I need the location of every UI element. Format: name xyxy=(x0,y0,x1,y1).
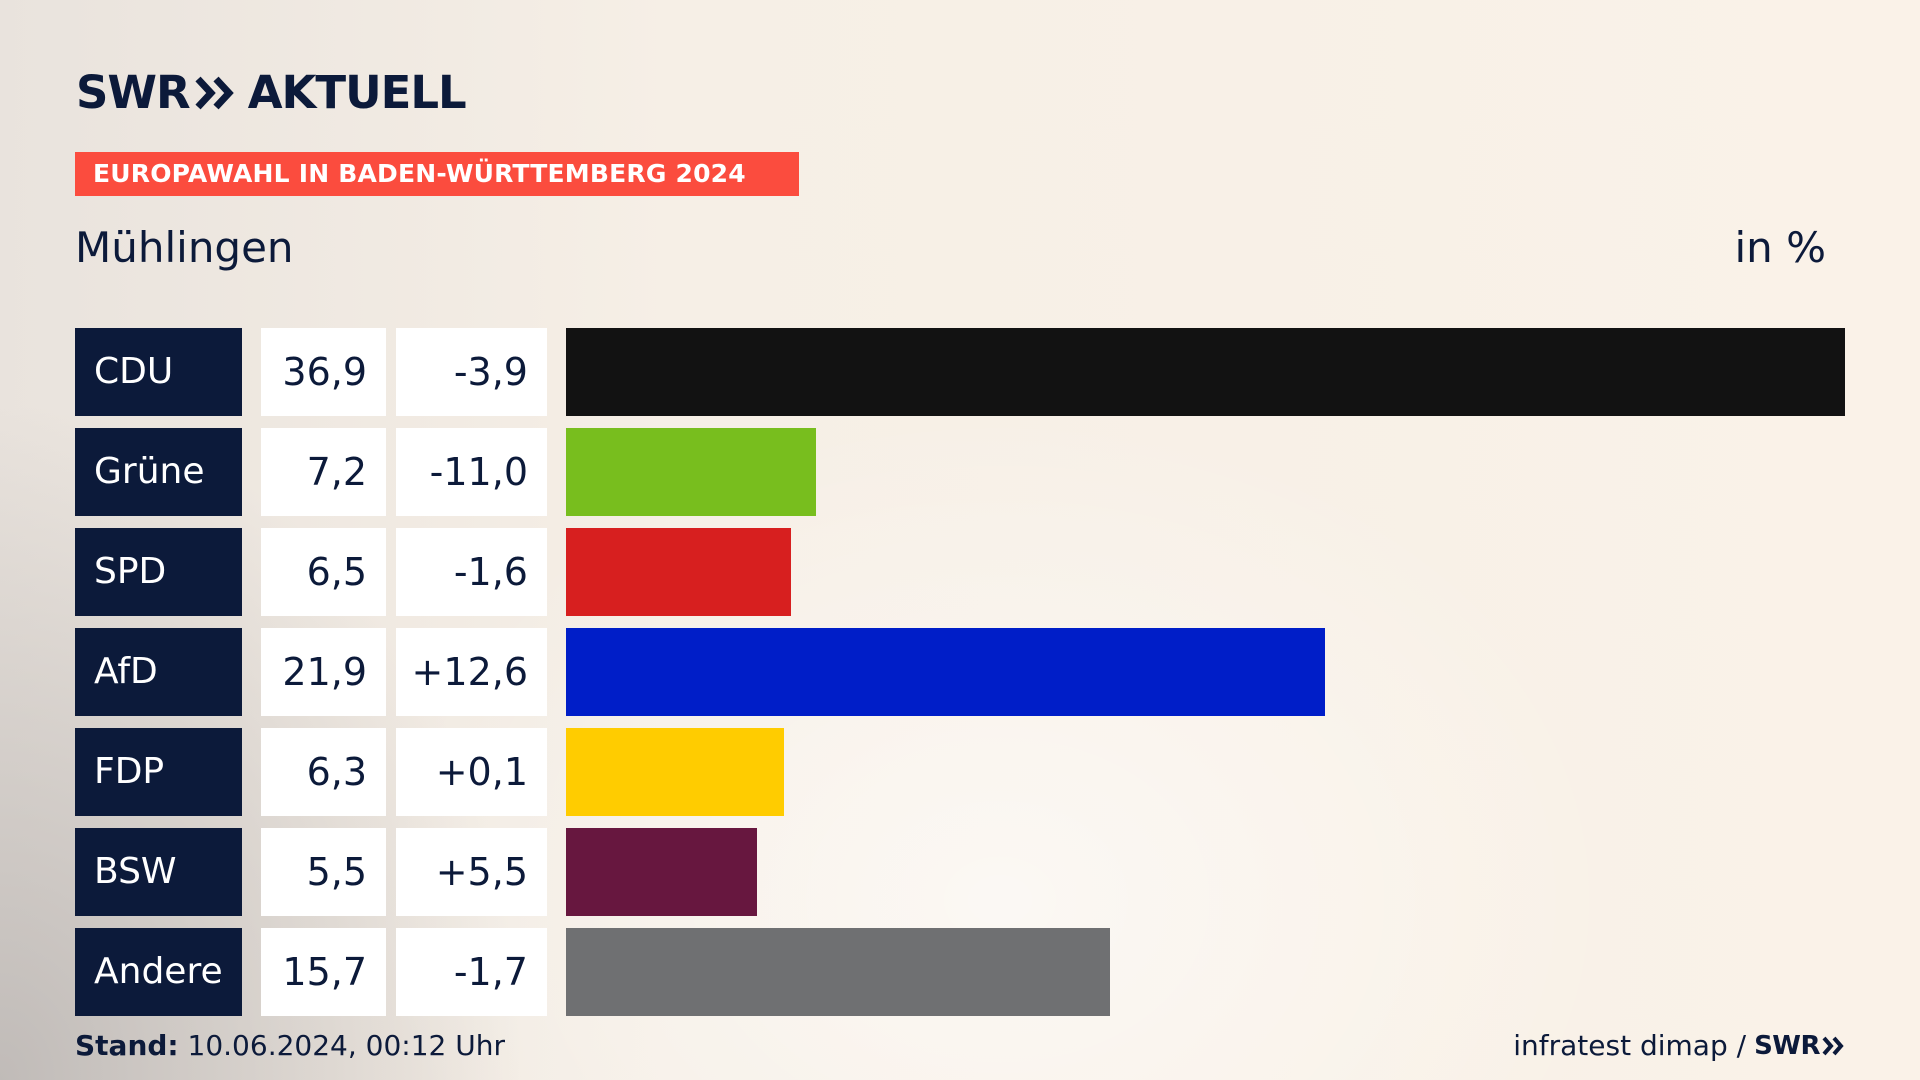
result-row: CDU 36,9 -3,9 xyxy=(75,328,1845,416)
stand-value: 10.06.2024, 00:12 Uhr xyxy=(187,1029,505,1062)
result-bar xyxy=(566,928,1110,1016)
logo-swr-text: SWR xyxy=(76,66,191,119)
vote-share-value: 5,5 xyxy=(261,828,386,916)
vote-change-value: -1,6 xyxy=(396,528,547,616)
party-label: SPD xyxy=(75,528,242,616)
vote-change-value: +12,6 xyxy=(396,628,547,716)
result-row: Andere 15,7 -1,7 xyxy=(75,928,1845,1016)
logo-aktuell-text: AKTUELL xyxy=(247,66,467,119)
result-row: AfD 21,9 +12,6 xyxy=(75,628,1845,716)
vote-share-value: 15,7 xyxy=(261,928,386,1016)
result-row: SPD 6,5 -1,6 xyxy=(75,528,1845,616)
source-text: infratest dimap / xyxy=(1513,1029,1747,1062)
vote-share-value: 21,9 xyxy=(261,628,386,716)
result-row: FDP 6,3 +0,1 xyxy=(75,728,1845,816)
election-banner: EUROPAWAHL IN BADEN-WÜRTTEMBERG 2024 xyxy=(75,152,799,196)
result-row: BSW 5,5 +5,5 xyxy=(75,828,1845,916)
result-bar xyxy=(566,528,791,616)
vote-share-value: 6,3 xyxy=(261,728,386,816)
vote-change-value: -11,0 xyxy=(396,428,547,516)
unit-label: in % xyxy=(1734,223,1826,272)
swr-aktuell-logo: SWR AKTUELL xyxy=(76,66,467,119)
result-bar xyxy=(566,628,1325,716)
timestamp: Stand: 10.06.2024, 00:12 Uhr xyxy=(75,1028,505,1064)
stand-label: Stand: xyxy=(75,1029,179,1062)
vote-change-value: -1,7 xyxy=(396,928,547,1016)
party-label: Andere xyxy=(75,928,242,1016)
result-bar xyxy=(566,728,784,816)
vote-share-value: 7,2 xyxy=(261,428,386,516)
party-label: Grüne xyxy=(75,428,242,516)
result-bar xyxy=(566,828,757,916)
result-row: Grüne 7,2 -11,0 xyxy=(75,428,1845,516)
party-label: AfD xyxy=(75,628,242,716)
place-title: Mühlingen xyxy=(75,223,294,272)
double-chevron-right-icon xyxy=(195,76,234,110)
source-logo-text: SWR xyxy=(1754,1031,1820,1061)
double-chevron-right-icon xyxy=(1822,1036,1844,1056)
source-credit: infratest dimap / SWR xyxy=(1513,1028,1844,1064)
result-bar xyxy=(566,328,1845,416)
result-bar xyxy=(566,428,816,516)
vote-share-value: 36,9 xyxy=(261,328,386,416)
vote-share-value: 6,5 xyxy=(261,528,386,616)
party-label: FDP xyxy=(75,728,242,816)
party-label: BSW xyxy=(75,828,242,916)
party-label: CDU xyxy=(75,328,242,416)
vote-change-value: +5,5 xyxy=(396,828,547,916)
vote-change-value: -3,9 xyxy=(396,328,547,416)
vote-change-value: +0,1 xyxy=(396,728,547,816)
